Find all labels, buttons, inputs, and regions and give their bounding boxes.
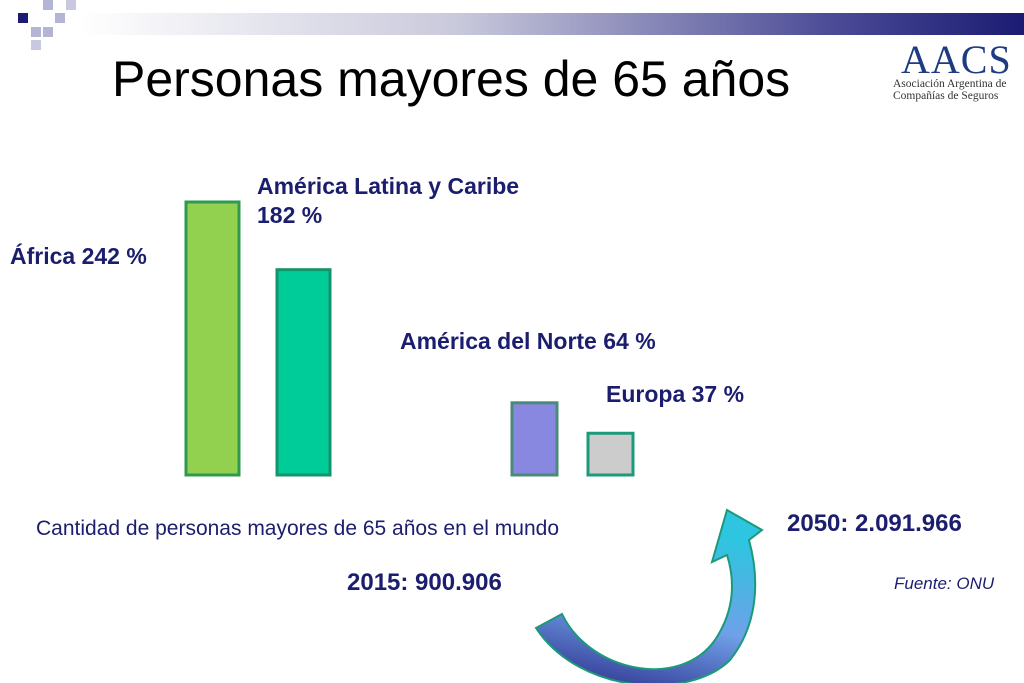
chart-caption: Cantidad de personas mayores de 65 años … (36, 517, 560, 540)
arrow-shape (534, 508, 764, 683)
logo-name-line1: Asociación Argentina de (893, 78, 1007, 90)
label-latam-value: 182 % (257, 202, 323, 228)
decorative-square (18, 13, 28, 23)
logo-name-line2: Compañías de Seguros (893, 90, 999, 102)
decorative-square (66, 0, 76, 10)
decorative-square (55, 13, 65, 23)
decorative-square (31, 40, 41, 50)
label-north-america: América del Norte 64 % (400, 328, 656, 354)
label-europe: Europa 37 % (606, 381, 745, 407)
value-2050: 2050: 2.091.966 (787, 510, 962, 537)
label-africa: África 242 % (10, 243, 147, 269)
logo-mark: AACS (901, 37, 1012, 82)
bar-europe (586, 431, 635, 477)
decorative-square (43, 0, 53, 10)
decorative-square (31, 27, 41, 37)
bar-latam (275, 268, 332, 477)
bar-africa (184, 200, 241, 477)
source-note: Fuente: ONU (894, 574, 995, 593)
aacs-logo: AACS Asociación Argentina de Compañías d… (893, 37, 1012, 103)
bar-north-america (510, 401, 559, 477)
decorative-square (43, 27, 53, 37)
slide-title: Personas mayores de 65 años (112, 51, 791, 107)
value-2015: 2015: 900.906 (347, 569, 502, 596)
label-latam-name: América Latina y Caribe (257, 173, 520, 199)
decorative-gradient-band (80, 13, 1024, 35)
